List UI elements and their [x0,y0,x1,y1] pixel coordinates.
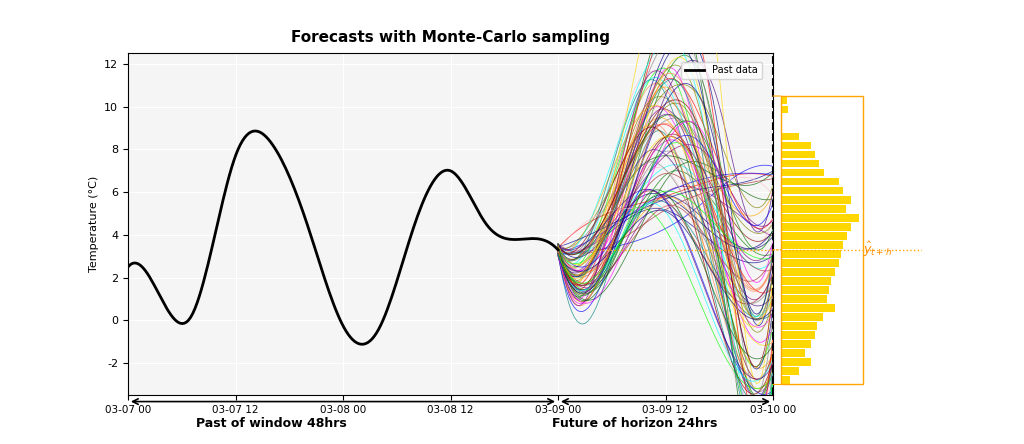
Bar [781,241,844,249]
Bar [781,133,799,140]
Bar [781,169,824,176]
Bar [781,340,811,348]
Bar [781,160,819,167]
Text: $t+1$: $t+1$ [544,443,569,444]
Text: $\hat{y}_{t+h}$: $\hat{y}_{t+h}$ [863,240,892,259]
Bar [781,358,811,366]
Bar [781,295,826,303]
Bar [781,187,844,194]
Bar [781,97,786,104]
Bar [781,223,851,230]
Bar [781,205,846,213]
Text: Past of window 48hrs: Past of window 48hrs [196,417,347,430]
Bar [781,124,782,131]
Bar [781,196,851,203]
Text: Future of horizon 24hrs: Future of horizon 24hrs [552,417,718,430]
Bar [781,106,788,113]
Bar [781,322,817,330]
Bar [781,115,782,123]
Bar [781,349,805,357]
Bar [781,313,823,321]
Y-axis label: Temperature (°C): Temperature (°C) [89,176,98,272]
Title: Forecasts with Monte-Carlo sampling: Forecasts with Monte-Carlo sampling [291,30,610,45]
Legend: Past data: Past data [681,62,762,79]
Bar [781,232,847,240]
Bar [781,277,831,285]
Bar [781,376,791,384]
Bar [781,268,835,276]
Bar [781,259,839,266]
Bar [781,331,814,339]
Bar [781,151,814,159]
Text: $t+h$: $t+h$ [746,443,773,444]
Bar [781,304,835,312]
Bar [781,286,829,293]
Bar [781,367,799,375]
Bar [781,142,811,150]
Bar [781,250,841,258]
Bar [781,214,859,222]
Text: $t-w+1$: $t-w+1$ [128,443,177,444]
Bar [781,178,839,186]
